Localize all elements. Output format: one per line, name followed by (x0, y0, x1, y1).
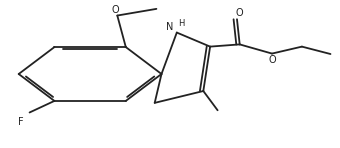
Text: O: O (112, 5, 119, 15)
Text: F: F (18, 117, 24, 127)
Text: H: H (178, 19, 184, 28)
Text: O: O (236, 8, 243, 18)
Text: N: N (166, 22, 174, 32)
Text: O: O (269, 55, 276, 65)
